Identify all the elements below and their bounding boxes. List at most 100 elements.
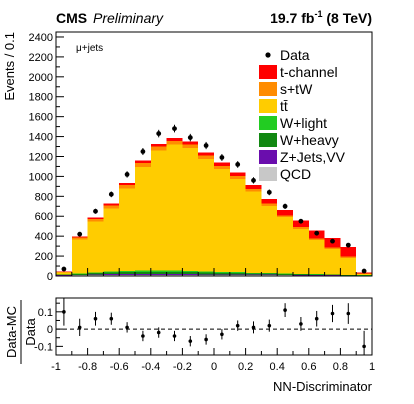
bar-t-channel-7 [166, 138, 183, 141]
bar-z-jets-vv-6 [150, 274, 167, 275]
main-y-tick-label: 1200 [29, 151, 53, 163]
bar-z-jets-vv-4 [119, 274, 135, 275]
bar-t-channel-2 [87, 217, 104, 220]
bar-t-channel-10 [214, 162, 230, 166]
ratio-point [362, 344, 366, 349]
bar-qcd-7 [166, 274, 183, 276]
bar-w-heavy-13 [261, 273, 278, 275]
bar-w-heavy-0 [56, 274, 72, 276]
bar-t-channel-15 [293, 220, 309, 228]
ratio-y-title-top: Data-MC [4, 306, 19, 358]
bar-tt--8 [182, 148, 199, 272]
ratio-x-tick-label: 0 [211, 361, 217, 373]
ratio-y-tick-label: 0 [47, 324, 53, 336]
data-point [235, 162, 241, 167]
bar-tt--13 [261, 205, 278, 274]
ratio-point [109, 316, 114, 321]
bar-tt--1 [71, 239, 88, 274]
bar-z-jets-vv-9 [198, 274, 214, 276]
main-x-ticks [55, 268, 373, 276]
bar-tt--17 [324, 249, 341, 275]
data-point [61, 266, 67, 272]
ratio-x-tick-label: -1 [51, 361, 61, 373]
bar-tt--11 [229, 179, 246, 273]
ratio-point [77, 325, 82, 330]
ratio-x-tick-label: 0.6 [301, 361, 316, 373]
ratio-point [267, 323, 272, 328]
bar-s-tw-12 [245, 188, 262, 192]
bar-w-light-3 [103, 271, 120, 273]
bar-w-heavy-1 [71, 273, 88, 275]
ratio-point [251, 325, 256, 330]
bar-z-jets-vv-3 [103, 274, 120, 275]
bar-w-heavy-5 [135, 271, 151, 275]
bar-s-tw-14 [277, 215, 293, 218]
bar-tt--16 [308, 239, 325, 275]
ratio-point [156, 330, 161, 335]
bar-w-light-6 [150, 270, 167, 272]
main-y-tick-label: 2000 [29, 72, 53, 84]
bar-s-tw-9 [198, 155, 214, 160]
status-label: Preliminary [93, 10, 164, 26]
main-y-tick-label: 2200 [29, 52, 53, 64]
ratio-x-tick-label: 0.4 [270, 361, 285, 373]
data-point [361, 268, 367, 274]
ratio-x-axis: -1 -0.8 -0.6 -0.4 -0.2 0 0.2 0.4 0.6 0.8 1 [51, 348, 375, 373]
bar-w-heavy-15 [293, 274, 309, 275]
ratio-point [172, 334, 177, 338]
data-points [61, 124, 367, 274]
bar-tt--14 [277, 217, 293, 274]
main-y-tick-label: 200 [35, 251, 53, 263]
bar-s-tw-6 [150, 146, 167, 151]
legend-label: Z+Jets,VV [280, 149, 346, 165]
bar-tt--15 [293, 228, 309, 274]
bar-qcd-6 [150, 274, 167, 276]
bar-w-heavy-10 [214, 272, 230, 275]
bar-z-jets-vv-12 [245, 274, 262, 276]
bar-s-tw-15 [293, 227, 309, 229]
bar-z-jets-vv-5 [135, 274, 151, 275]
bar-w-light-11 [229, 272, 246, 274]
bar-s-tw-5 [135, 163, 151, 168]
lumi-prefix: 19.7 fb [270, 10, 314, 26]
legend-label: tt̄ [280, 98, 288, 114]
bar-w-heavy-12 [245, 273, 262, 275]
ratio-x-tick-label: -0.4 [141, 361, 160, 373]
bar-w-light-10 [214, 272, 230, 273]
data-point [251, 177, 256, 183]
bar-w-light-13 [261, 273, 278, 274]
bar-w-heavy-4 [119, 272, 135, 275]
bar-w-heavy-7 [166, 271, 183, 275]
bar-t-channel-8 [182, 141, 199, 145]
bar-s-tw-18 [340, 256, 357, 258]
stacked-bars [56, 138, 372, 276]
ratio-x-tick-label: 1 [369, 361, 375, 373]
legend-label: t-channel [280, 64, 338, 80]
ratio-point [93, 316, 98, 321]
bar-s-tw-4 [119, 185, 135, 189]
bar-qcd-8 [182, 274, 199, 276]
ratio-point [330, 311, 335, 316]
bar-tt--0 [56, 272, 72, 275]
ratio-point [62, 310, 66, 314]
data-point [124, 172, 130, 177]
legend-swatch [259, 82, 277, 96]
bar-t-channel-9 [198, 152, 214, 156]
main-y-tick-label: 800 [35, 191, 53, 203]
legend-swatch [259, 65, 277, 79]
legend: Datat-channels+tWtt̄W+lightW+heavyZ+Jets… [259, 47, 346, 182]
bar-w-light-4 [119, 271, 135, 273]
main-y-tick-label: 400 [35, 231, 53, 243]
bar-w-heavy-17 [324, 274, 341, 276]
legend-label: Data [280, 47, 310, 63]
bar-qcd-4 [119, 274, 135, 276]
bar-s-tw-8 [182, 144, 199, 149]
ratio-point [125, 325, 129, 330]
bar-tt--2 [87, 221, 104, 273]
data-point [345, 242, 351, 248]
experiment-label: CMS [56, 10, 87, 26]
bar-z-jets-vv-10 [214, 274, 230, 276]
data-point [77, 231, 83, 237]
bar-tt--7 [166, 144, 183, 271]
main-y-tick-label: 1800 [29, 92, 53, 104]
